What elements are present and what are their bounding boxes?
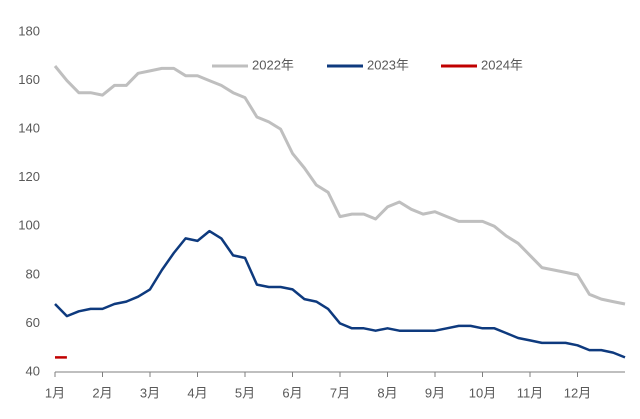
x-tick-label: 6月	[282, 385, 302, 400]
series-line	[54, 229, 626, 359]
legend-label: 2022年	[252, 57, 294, 72]
y-tick-label: 60	[26, 315, 40, 330]
legend-label: 2023年	[367, 57, 409, 72]
x-tick-label: 12月	[564, 385, 591, 400]
y-tick-label: 120	[18, 169, 40, 184]
x-tick-label: 4月	[187, 385, 207, 400]
x-tick-label: 8月	[377, 385, 397, 400]
x-tick-label: 1月	[45, 385, 65, 400]
y-tick-label: 80	[26, 266, 40, 281]
y-tick-label: 100	[18, 218, 40, 233]
legend-label: 2024年	[481, 57, 523, 72]
x-tick-label: 7月	[330, 385, 350, 400]
y-tick-label: 180	[18, 23, 40, 38]
series-line	[53, 65, 626, 306]
y-tick-label: 40	[26, 363, 40, 378]
x-tick-label: 3月	[140, 385, 160, 400]
x-tick-label: 10月	[469, 385, 496, 400]
x-tick-label: 2月	[92, 385, 112, 400]
x-tick-label: 11月	[517, 385, 544, 400]
x-tick-label: 5月	[235, 385, 255, 400]
y-tick-label: 160	[18, 72, 40, 87]
y-tick-label: 140	[18, 121, 40, 136]
x-tick-label: 9月	[425, 385, 445, 400]
